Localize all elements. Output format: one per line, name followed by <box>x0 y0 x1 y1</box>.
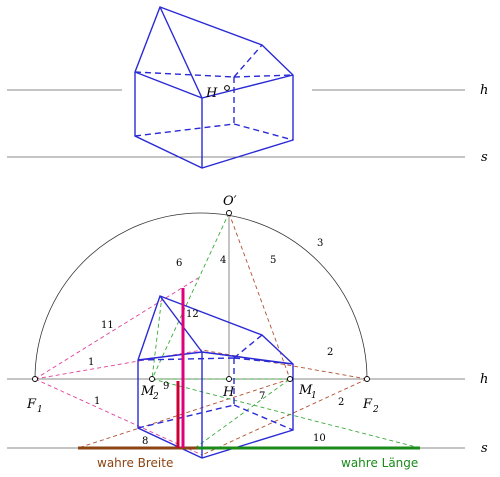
line-number-6: 6 <box>176 258 182 269</box>
O-prime-label: O′ <box>223 194 237 209</box>
line-number-2-upper: 2 <box>327 347 333 358</box>
M2-label: M <box>140 384 155 399</box>
line-number-10: 10 <box>313 433 326 444</box>
bottom-ground-label: s <box>481 441 488 456</box>
line-number-labels: 3 6 4 5 11 12 1 2 1 2 9 7 8 10 <box>88 238 344 447</box>
line-number-5: 5 <box>270 255 276 266</box>
top-main-point-label: H <box>205 86 218 101</box>
top-horizon-label: h <box>480 83 488 98</box>
line-number-1-lower: 1 <box>94 396 100 407</box>
F1-subscript: 1 <box>37 405 43 415</box>
line-number-3: 3 <box>317 238 323 249</box>
line-number-7: 7 <box>259 391 265 402</box>
M1-subscript: 1 <box>311 391 317 401</box>
line-number-12: 12 <box>186 309 199 320</box>
line-number-9: 9 <box>163 381 169 392</box>
line-number-8: 8 <box>142 436 148 447</box>
line-number-11: 11 <box>101 320 114 331</box>
thales-semicircle <box>34 212 368 380</box>
H-bottom-label: H <box>222 385 235 400</box>
construction-lines <box>34 212 421 456</box>
top-main-point-marker <box>224 85 230 91</box>
line-number-1-upper: 1 <box>88 357 94 368</box>
line-number-2-lower: 2 <box>338 397 344 408</box>
point-markers <box>32 210 370 382</box>
F2-subscript: 2 <box>372 405 379 415</box>
top-house <box>134 6 294 169</box>
F1-label: F <box>26 397 37 412</box>
bottom-house <box>137 295 294 459</box>
M2-subscript: 2 <box>152 392 159 402</box>
line-number-4: 4 <box>220 255 226 266</box>
bottom-horizon-label: h <box>480 372 488 387</box>
M1-label: M <box>298 383 313 398</box>
true-length-caption: wahre Länge <box>341 456 418 470</box>
F2-label: F <box>362 397 373 412</box>
true-width-caption: wahre Breite <box>97 456 173 470</box>
top-ground-label: s <box>481 150 488 165</box>
